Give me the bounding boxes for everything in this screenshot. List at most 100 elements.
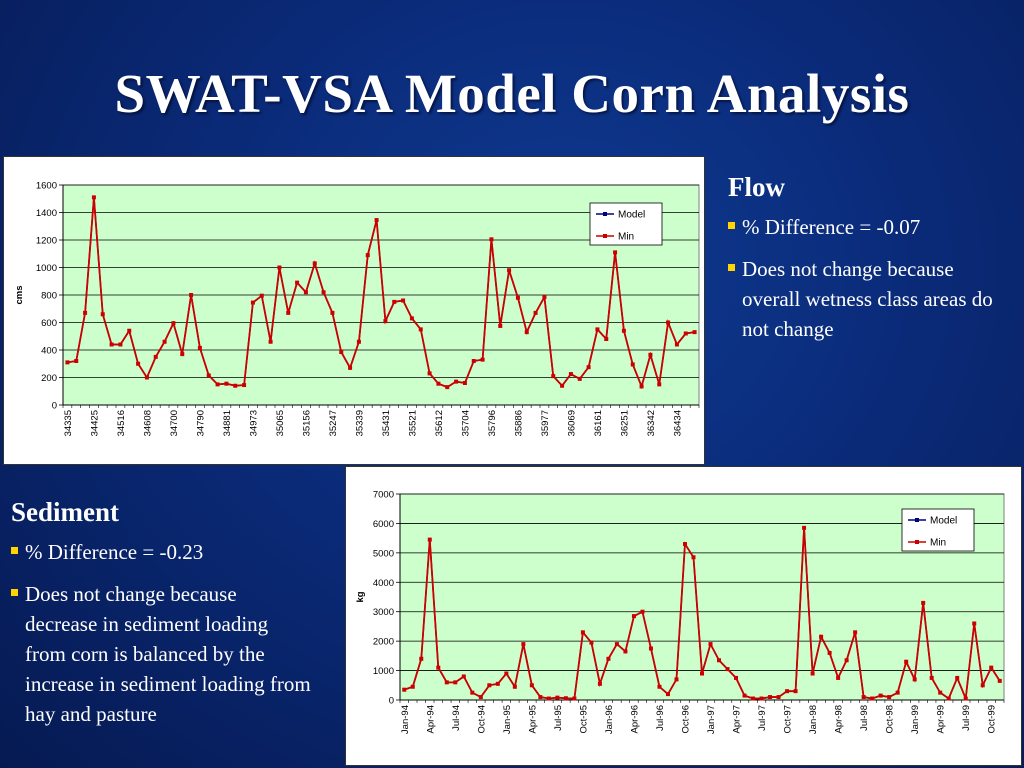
sediment-legend-min-label: Min	[930, 538, 946, 549]
sediment-x-tick-label: Oct-97	[783, 705, 794, 734]
sediment-x-tick-label: Oct-95	[578, 705, 589, 734]
flow-series-min-point	[409, 316, 414, 321]
flow-series-min-point	[127, 328, 132, 333]
sediment-series-min-point	[725, 667, 730, 672]
bullet-square-icon	[728, 222, 735, 229]
sediment-series-min-point	[546, 696, 551, 701]
sediment-series-min-point	[853, 630, 858, 635]
flow-series-min-point	[630, 362, 635, 367]
flow-series-min-point	[339, 350, 344, 355]
sediment-series-min-point	[682, 542, 687, 547]
sediment-x-tick-label: Oct-94	[476, 705, 487, 734]
flow-series-min-point	[330, 310, 335, 315]
flow-series-min-point	[657, 382, 662, 387]
flow-series-min-point	[471, 359, 476, 363]
flow-series-min-point	[91, 195, 96, 200]
sediment-x-tick-label: Apr-99	[936, 705, 947, 734]
flow-y-tick-label: 1000	[36, 263, 57, 274]
flow-series-min-point	[480, 357, 485, 362]
sediment-series-min-point	[419, 656, 424, 661]
flow-series-min-point	[489, 237, 494, 242]
sediment-legend-min-marker	[915, 540, 919, 544]
flow-series-min-point	[206, 373, 211, 378]
flow-heading: Flow	[728, 172, 785, 202]
flow-series-min-point	[356, 339, 361, 344]
flow-chart: 0 200 400 600 800 1000 1200 1400 1600 cms 34335 344…	[14, 181, 700, 436]
sediment-legend-model-label: Model	[930, 516, 957, 527]
flow-notes: Flow % Difference = -0.07 Does not chang…	[728, 172, 996, 356]
flow-series-min-point	[392, 299, 397, 304]
flow-series-min-point	[277, 265, 282, 270]
flow-series-min-point	[568, 372, 573, 377]
flow-series-min-point	[498, 323, 503, 328]
sediment-x-tick-label: Jan-96	[604, 705, 615, 734]
flow-series-min-point	[639, 384, 644, 389]
sediment-x-tick-label: Jul-98	[859, 705, 870, 731]
flow-series-min-point	[454, 379, 459, 384]
flow-x-tick-label: 34881	[222, 410, 233, 436]
flow-x-tick-label: 36342	[646, 410, 657, 436]
sediment-series-min-point	[946, 696, 951, 701]
sediment-x-tick-label: Apr-96	[629, 705, 640, 734]
sediment-series-min-point	[521, 642, 526, 647]
sediment-legend-model-marker	[915, 518, 919, 522]
sediment-x-tick-label: Oct-98	[885, 705, 896, 734]
flow-y-tick-label: 600	[41, 318, 57, 329]
sediment-series-min-point	[623, 649, 628, 654]
flow-x-tick-label: 35431	[381, 410, 392, 436]
sediment-series-min-point	[861, 695, 866, 700]
sediment-series-min-point	[589, 640, 594, 645]
flow-x-tick-label: 36251	[619, 410, 630, 436]
flow-x-tick-label: 35339	[354, 410, 365, 436]
sediment-x-tick-label: Apr-95	[527, 705, 538, 734]
flow-bullet-difference: % Difference = -0.07	[728, 212, 996, 242]
flow-series-min-point	[533, 310, 538, 315]
sediment-explanation-text: Does not change because decrease in sedi…	[25, 582, 311, 726]
flow-x-tick-label: 34516	[116, 410, 127, 436]
sediment-x-tick-label: Apr-97	[732, 705, 743, 734]
flow-series-min-point	[268, 339, 273, 344]
flow-series-min-point	[542, 295, 547, 300]
flow-series-min-point	[144, 375, 149, 380]
sediment-series-min-point	[555, 695, 560, 700]
flow-series-min-point	[224, 381, 229, 386]
sediment-series-min-point	[742, 693, 747, 698]
sediment-legend	[901, 508, 975, 552]
flow-series-min-point	[136, 361, 141, 366]
sediment-series-min-point	[938, 690, 943, 695]
flow-y-tick-label: 1400	[36, 208, 57, 219]
flow-series-min-point	[74, 359, 79, 363]
sediment-x-tick-label: Jul-96	[655, 705, 666, 731]
flow-series-min-point	[418, 327, 423, 332]
flow-series-min-point	[383, 319, 388, 324]
sediment-series-min-point	[929, 675, 934, 680]
sediment-series-min-point	[717, 658, 722, 663]
sediment-series-min-point	[674, 677, 679, 682]
flow-series-min-point	[674, 342, 679, 347]
flow-series-min-point	[692, 330, 697, 335]
flow-series-min-point	[286, 310, 291, 315]
flow-series-min-point	[427, 371, 432, 376]
flow-series-min-point	[551, 374, 556, 379]
flow-x-tick-label: 34425	[89, 410, 100, 436]
flow-legend-model-marker	[603, 212, 607, 216]
bullet-square-icon	[728, 264, 735, 271]
flow-y-tick-label: 1200	[36, 236, 57, 247]
sediment-y-tick-label: 4000	[373, 578, 394, 589]
sediment-series-min-point	[444, 680, 449, 685]
flow-x-tick-label: 36161	[593, 410, 604, 436]
flow-series-min-point	[83, 310, 88, 315]
flow-bullet-explanation: Does not change because overall wetness …	[728, 254, 996, 344]
flow-x-tick-label: 35247	[328, 410, 339, 436]
flow-y-tick-label: 200	[41, 373, 57, 384]
flow-series-min-point	[445, 385, 450, 390]
flow-x-tick-label: 34608	[142, 410, 153, 436]
flow-x-tick-label: 35156	[301, 410, 312, 436]
flow-series-min-point	[604, 337, 609, 341]
flow-x-tick-label: 34335	[63, 410, 74, 436]
sediment-series-min-point	[572, 696, 577, 701]
sediment-x-tick-label: Oct-96	[680, 705, 691, 734]
sediment-series-min-point	[402, 687, 407, 692]
flow-chart-panel: 0 200 400 600 800 1000 1200 1400 1600 cms 34335 344…	[3, 156, 705, 465]
flow-series-min-point	[171, 321, 176, 326]
